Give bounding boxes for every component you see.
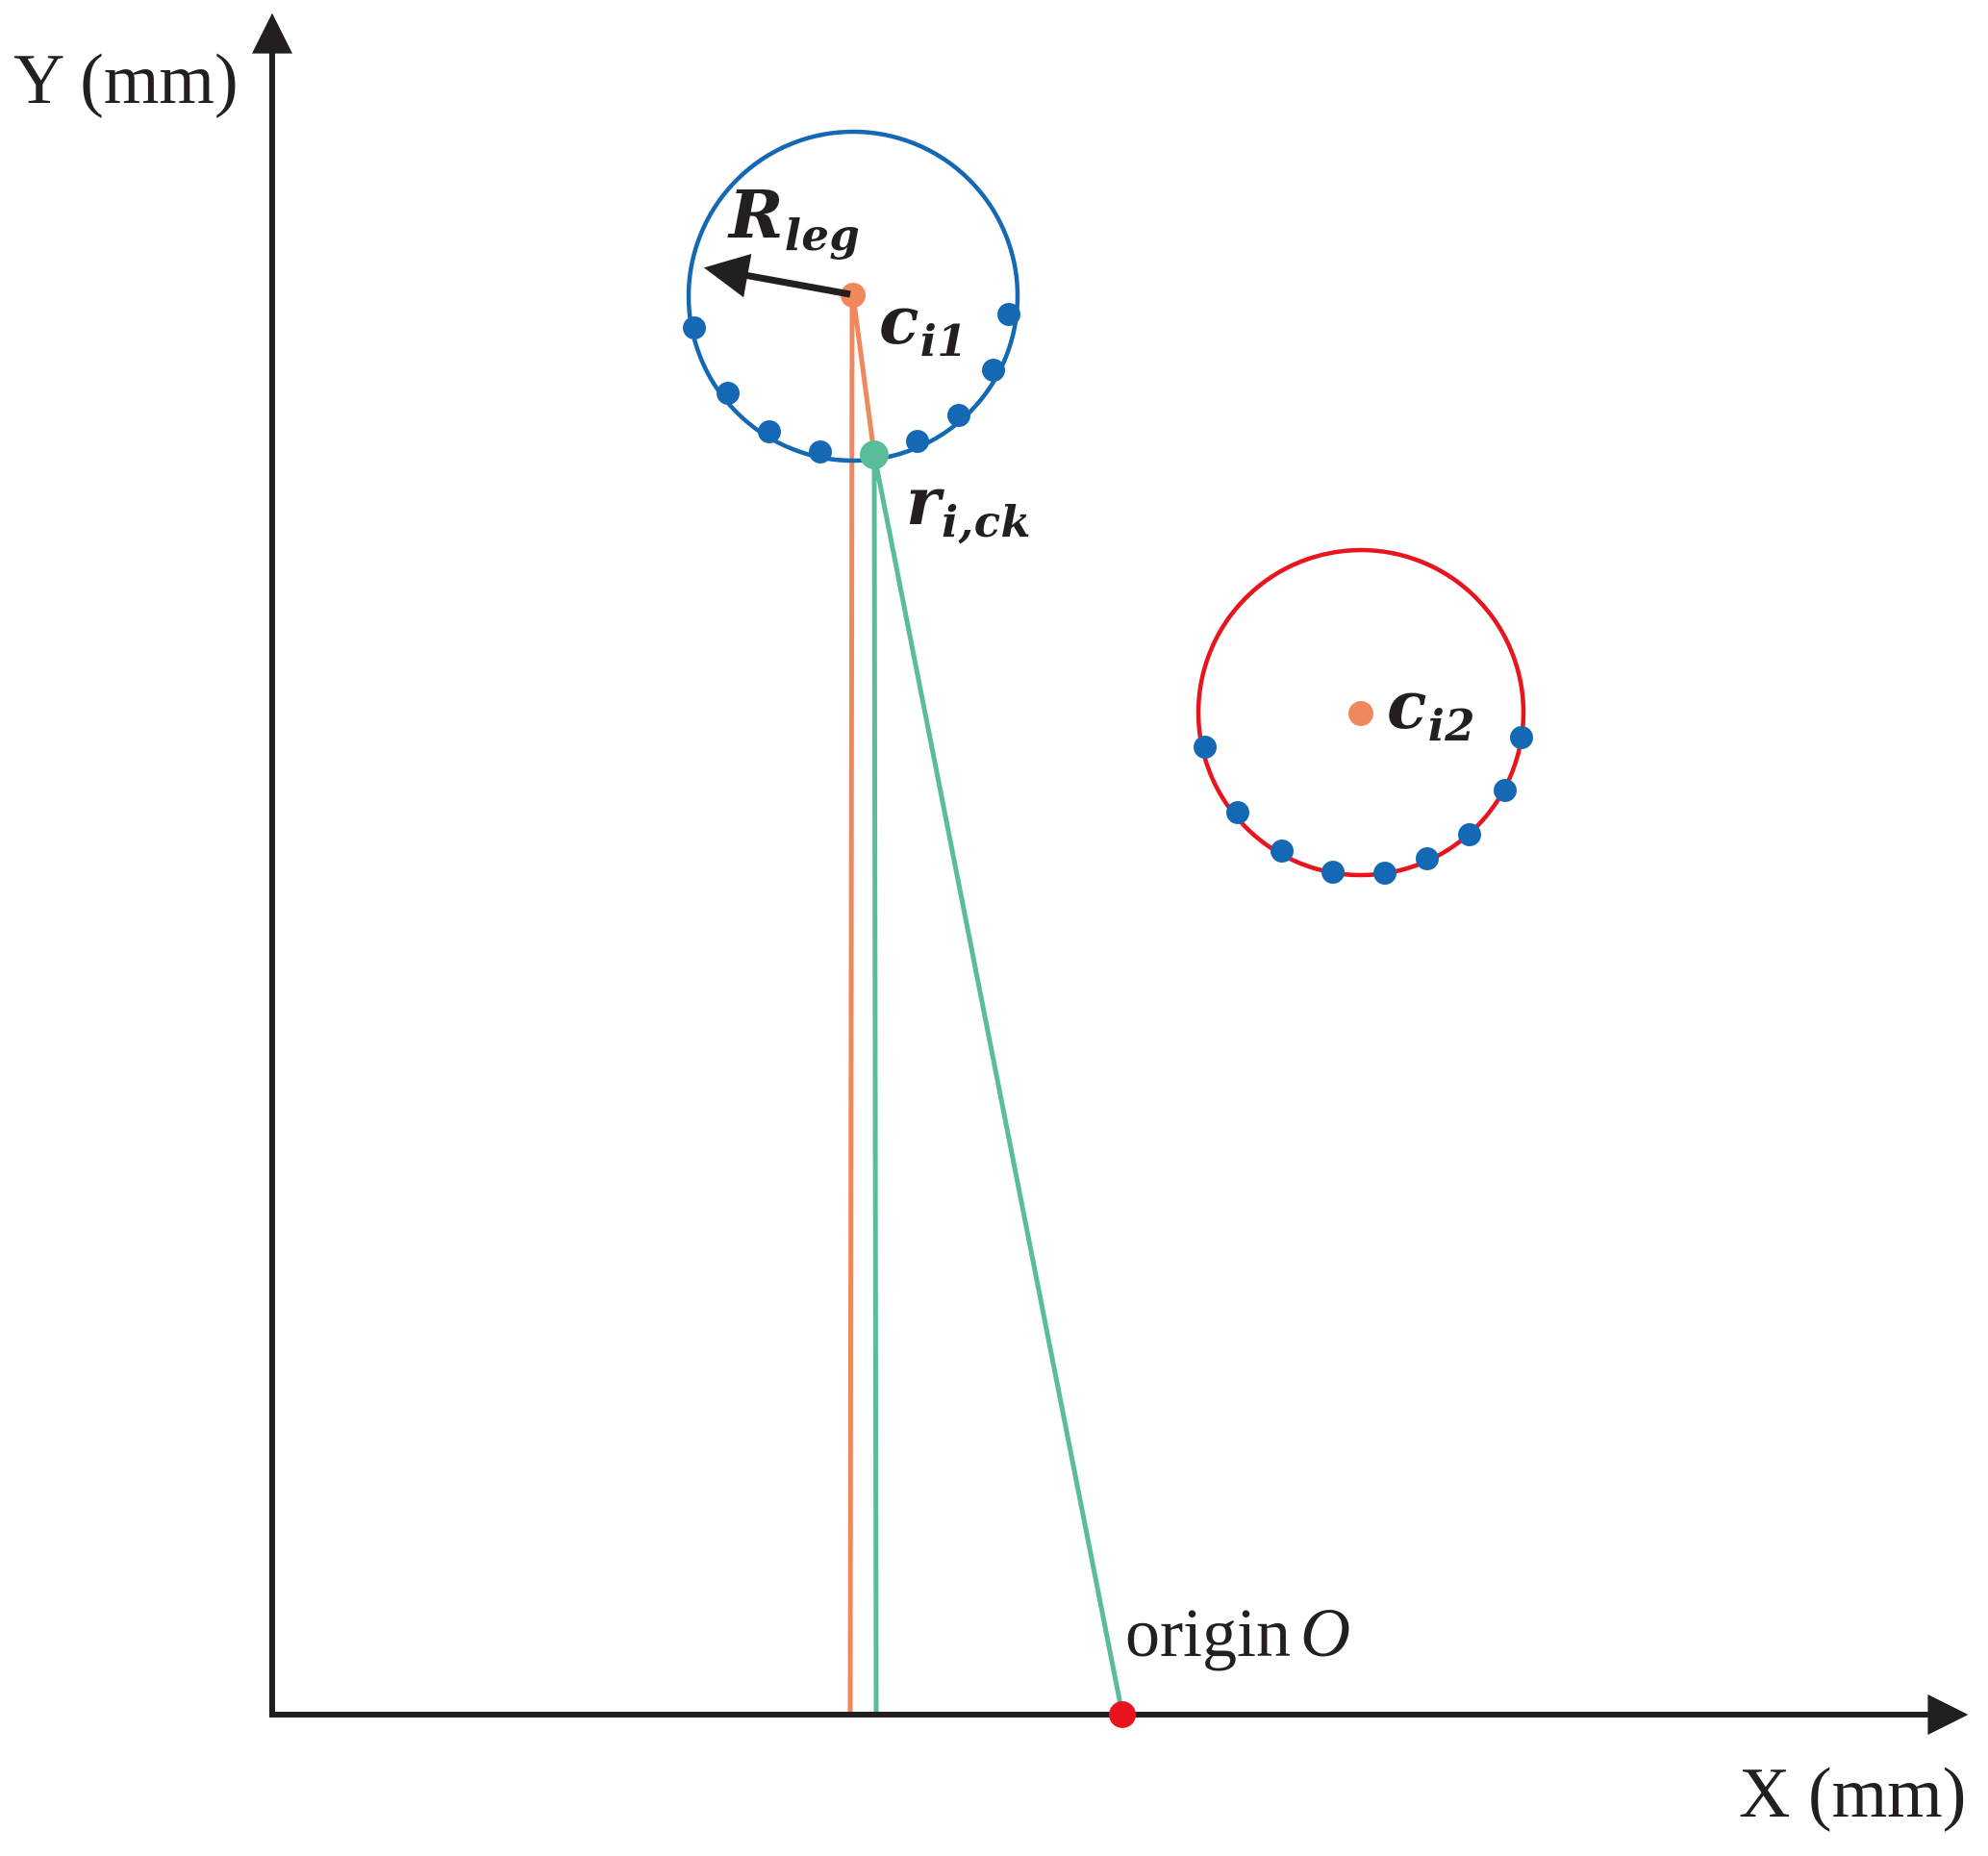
- leg2-sample-dot: [1271, 840, 1294, 863]
- leg2-sample-dot: [1373, 862, 1397, 885]
- center-dot-ci1: [841, 283, 866, 308]
- leg1-sample-dot: [997, 303, 1020, 326]
- y-axis-label: Y (mm): [13, 40, 239, 119]
- leg1-sample-dot: [758, 420, 781, 443]
- center1-label-base: c: [879, 283, 919, 360]
- center2-label-sub: i2: [1427, 700, 1475, 752]
- radius-label-sub: leg: [784, 210, 861, 262]
- leg1-sample-dot: [982, 359, 1005, 382]
- points-layer: [683, 283, 1533, 1728]
- center1-label: ci1: [879, 288, 968, 364]
- leg1-sample-dot: [906, 430, 929, 453]
- radius-arrow-layer: [703, 253, 851, 298]
- leg2-sample-dot: [1321, 861, 1345, 884]
- radius-label-base: R: [729, 177, 784, 254]
- leg1-sample-dot: [717, 382, 740, 405]
- center2-label: ci2: [1387, 673, 1475, 748]
- leg2-sample-dot: [1226, 801, 1249, 824]
- contact-drop-line: [871, 454, 879, 1716]
- origin-dot: [1109, 1701, 1136, 1728]
- x-axis-label: X (mm): [1739, 1754, 1967, 1833]
- sample-vector-label-sub: i,ck: [942, 496, 1032, 548]
- leg-circles-layer: [686, 129, 1526, 878]
- leg2-sample-dot: [1416, 847, 1439, 870]
- center2-label-base: c: [1387, 667, 1427, 744]
- ci1-to-contact-line: [850, 294, 877, 456]
- origin-symbol: O: [1300, 1594, 1351, 1671]
- radius-label: Rleg: [729, 183, 860, 258]
- radius-arrow: [703, 253, 851, 298]
- leg2-sample-dot: [1458, 823, 1481, 846]
- leg2-sample-dot: [1194, 736, 1217, 759]
- axes-layer: [252, 13, 1969, 1735]
- leg1-sample-dot: [809, 440, 832, 464]
- sample-vector-label-base: r: [906, 464, 941, 540]
- leg1-sample-dot: [683, 316, 706, 339]
- sample-vector-label: ri,ck: [906, 469, 1031, 544]
- leg-circle-1: [686, 129, 1020, 464]
- leg-circle-2: [1195, 547, 1526, 878]
- contact-point-dot: [860, 440, 889, 469]
- contact-to-origin-line: [871, 454, 1125, 1716]
- origin-label: origin O: [1125, 1598, 1350, 1668]
- center1-label-sub: i1: [919, 315, 968, 367]
- leg1-sample-dot: [947, 404, 970, 427]
- ci1-drop-line: [847, 294, 855, 1716]
- leg2-sample-dot: [1494, 779, 1517, 802]
- center-dot-ci2: [1348, 701, 1373, 726]
- origin-label-text: origin: [1125, 1594, 1291, 1671]
- leg2-sample-dot: [1510, 726, 1533, 749]
- projection-lines-layer: [847, 294, 1125, 1716]
